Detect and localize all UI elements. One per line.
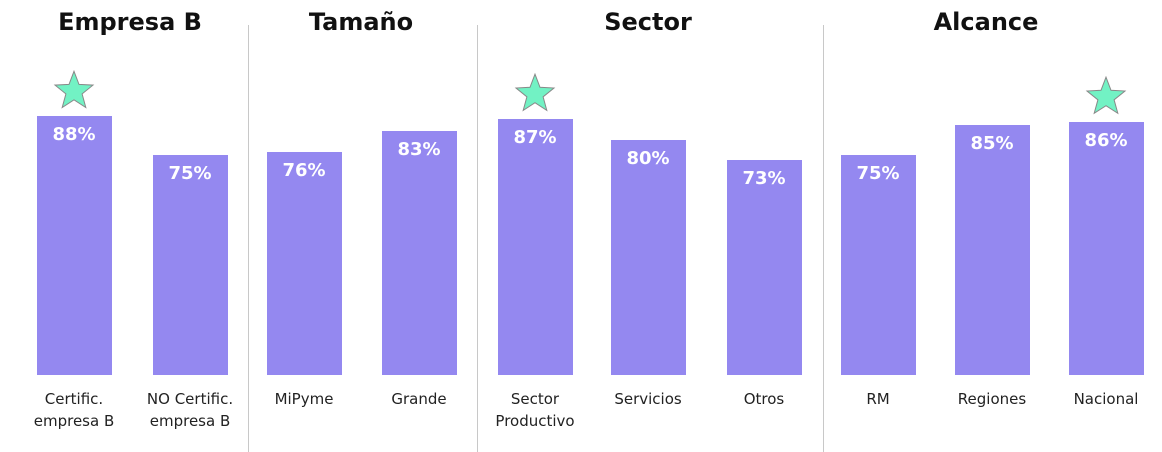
category-label: Grande	[391, 390, 447, 408]
value-label: 75%	[856, 162, 900, 184]
category-label: RM	[866, 390, 890, 408]
bar	[954, 125, 1030, 375]
value-label: 85%	[970, 133, 1014, 155]
panel-title: Tamaño	[308, 8, 414, 36]
bar	[266, 151, 342, 375]
bar	[152, 154, 228, 375]
value-label: 86%	[1084, 130, 1128, 152]
value-label: 75%	[168, 162, 212, 184]
bar	[610, 139, 686, 375]
category-label: Certific. empresa B	[33, 390, 115, 430]
highlight-star	[1085, 75, 1127, 115]
bar	[1068, 122, 1144, 375]
value-label: 76%	[282, 159, 326, 181]
value-label: 87%	[513, 127, 557, 149]
category-label: MiPyme	[274, 390, 334, 408]
value-label: 80%	[626, 147, 670, 169]
highlight-star	[53, 69, 95, 109]
divider	[823, 25, 824, 452]
panel-title: Alcance	[933, 8, 1039, 36]
value-label: 88%	[52, 124, 96, 146]
divider	[477, 25, 478, 452]
bar	[840, 154, 916, 375]
category-label: Regiones	[957, 390, 1027, 408]
bar	[381, 130, 457, 375]
category-label: Nacional	[1073, 390, 1139, 408]
divider	[248, 25, 249, 452]
bar	[497, 119, 573, 375]
value-label: 83%	[397, 138, 441, 160]
highlight-star	[514, 72, 556, 112]
bar	[36, 116, 112, 375]
bar	[726, 160, 802, 375]
category-label: Servicios	[614, 390, 682, 408]
category-label: Otros	[743, 390, 785, 408]
category-label: NO Certific. empresa B	[146, 390, 234, 430]
category-label: Sector Productivo	[495, 390, 575, 430]
panel-title: Empresa B	[58, 8, 202, 36]
value-label: 73%	[742, 168, 786, 190]
panel-title: Sector	[604, 8, 692, 36]
